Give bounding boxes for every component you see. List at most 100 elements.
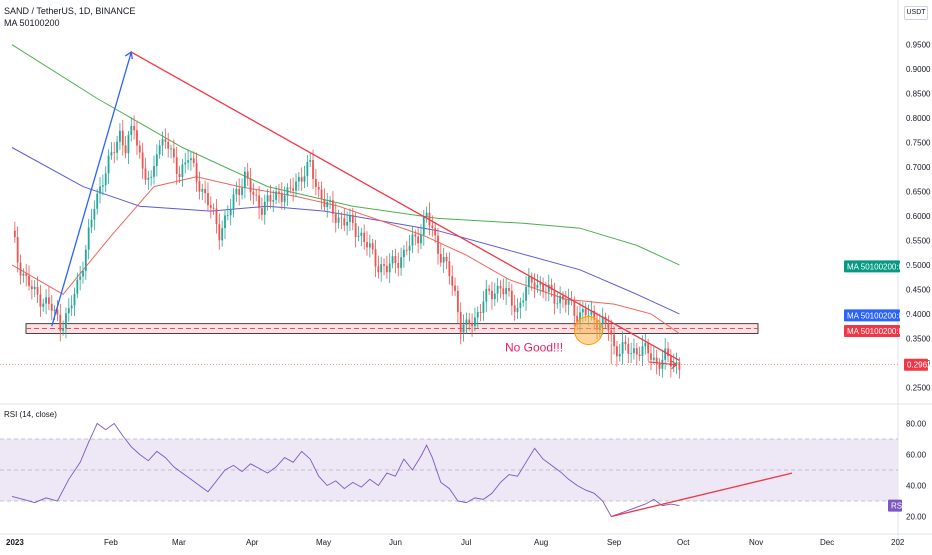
candle-body <box>547 284 550 292</box>
candle-body <box>221 228 224 241</box>
candle-body <box>601 316 604 325</box>
candle-body <box>144 168 147 180</box>
candle-body <box>226 215 229 217</box>
candle-body <box>397 263 400 268</box>
rsi-line <box>11 422 680 518</box>
indicator-title[interactable]: MA 50100200 <box>4 18 60 28</box>
candle-body <box>510 290 513 306</box>
candle-body <box>360 232 363 236</box>
candle-body <box>479 311 482 313</box>
annotation-text: No Good!!! <box>505 340 563 354</box>
candle-body <box>332 200 334 214</box>
candle-body <box>502 288 505 295</box>
candle-body <box>667 348 669 357</box>
price-tick-label: 0.2500 <box>906 383 931 392</box>
candle-body <box>130 126 133 135</box>
candle-body <box>209 205 212 208</box>
ma50-line <box>11 176 680 334</box>
candle-body <box>650 353 652 360</box>
candle-body <box>258 195 260 209</box>
candle-body <box>604 316 607 325</box>
price-tick-label: 0.9500 <box>906 41 931 50</box>
candle-body <box>153 166 155 177</box>
candle-body <box>641 346 644 356</box>
price-tick-label: 0.6000 <box>906 212 931 221</box>
candle-body <box>584 308 587 316</box>
candle-body <box>261 208 263 215</box>
candle-body <box>357 235 360 237</box>
symbol-title[interactable]: SAND / TetherUS, 1D, BINANCE <box>4 6 136 16</box>
currency-selector[interactable]: USDT <box>904 6 928 20</box>
candle-body <box>630 353 633 354</box>
candle-body <box>104 173 107 186</box>
candle-body <box>664 348 667 360</box>
candle-body <box>417 236 420 244</box>
price-tick-label: 0.8500 <box>906 90 931 99</box>
candle-body <box>306 161 309 177</box>
candle-body <box>190 158 192 161</box>
candle-body <box>351 214 354 224</box>
candle-body <box>465 319 468 325</box>
candle-body <box>30 286 33 290</box>
ma200-line <box>11 44 680 266</box>
time-tick-label: May <box>316 538 331 547</box>
candle-body <box>559 295 562 304</box>
candle-body <box>349 214 351 222</box>
candle-body <box>482 301 485 313</box>
candle-body <box>343 218 346 226</box>
candle-body <box>212 207 215 209</box>
candle-body <box>411 234 414 246</box>
candle-body <box>19 262 22 276</box>
candle-body <box>476 311 479 318</box>
candle-body <box>454 285 456 291</box>
candle-body <box>533 282 536 288</box>
rsi-indicator-title[interactable]: RSI (14, close) <box>4 410 57 419</box>
candle-body <box>516 307 519 312</box>
candle-body <box>434 227 437 236</box>
candle-body <box>36 286 39 295</box>
candle-body <box>164 139 167 142</box>
candle-body <box>286 187 289 196</box>
candle-body <box>505 288 508 295</box>
candle-body <box>138 145 141 153</box>
candle-body <box>70 305 73 309</box>
candle-body <box>422 217 425 235</box>
candle-body <box>513 305 516 312</box>
candle-body <box>309 160 312 162</box>
candle-body <box>76 279 79 294</box>
candle-body <box>99 186 101 194</box>
candle-body <box>224 215 226 229</box>
candle-body <box>192 158 195 163</box>
candle-body <box>73 293 76 306</box>
candle-body <box>16 237 19 263</box>
candle-body <box>542 283 544 292</box>
candle-body <box>243 171 246 188</box>
candle-body <box>150 176 153 178</box>
candle-body <box>13 230 16 238</box>
candle-body <box>278 191 280 193</box>
candle-body <box>414 234 417 237</box>
candle-body <box>459 312 462 333</box>
candle-body <box>90 219 93 228</box>
candle-body <box>312 160 314 179</box>
candle-body <box>329 200 331 202</box>
candle-body <box>272 200 275 202</box>
candle-body <box>187 160 189 163</box>
last-price-tag-bg <box>904 358 928 371</box>
candle-body <box>564 299 567 305</box>
candle-body <box>289 187 292 189</box>
time-tick-label: Jun <box>389 538 402 547</box>
ma100-tag-bg <box>844 309 900 322</box>
candle-body <box>334 213 337 223</box>
candle-body <box>84 249 87 271</box>
candle-body <box>33 286 36 290</box>
candle-body <box>635 348 638 355</box>
time-tick-label: Nov <box>749 538 763 547</box>
candle-body <box>456 290 459 313</box>
ma200-tag-bg <box>844 260 900 273</box>
candle-body <box>314 178 317 187</box>
candle-body <box>488 288 491 291</box>
candle-body <box>207 193 209 206</box>
candle-body <box>238 188 241 196</box>
